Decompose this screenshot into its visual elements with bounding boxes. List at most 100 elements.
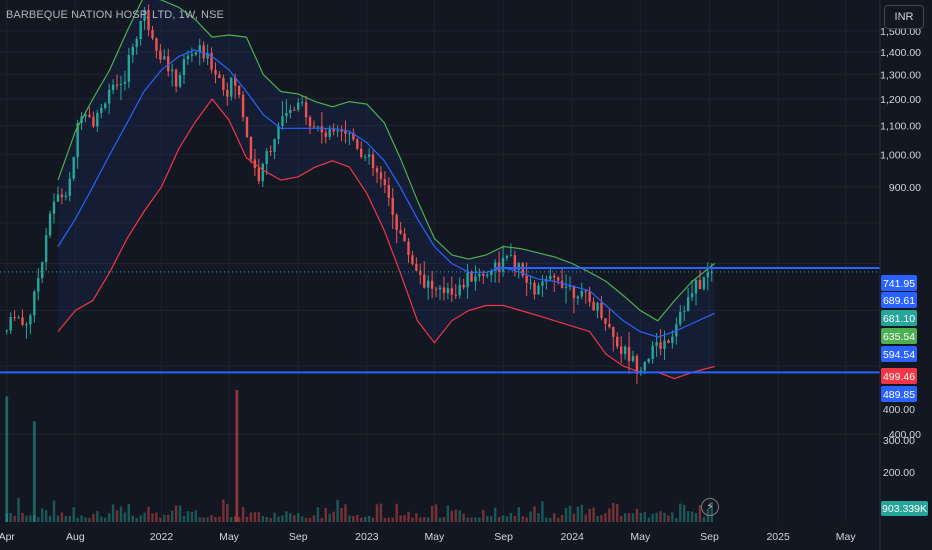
volume-bar-112	[446, 505, 450, 522]
candle-body-13	[56, 194, 60, 202]
candle-body-157	[623, 346, 627, 354]
candle-body-27	[111, 84, 115, 90]
price-tick-5: 900.00	[889, 182, 921, 194]
candle-body-128	[509, 255, 513, 257]
volume-bar-75	[300, 516, 304, 522]
candle-body-171	[679, 311, 682, 325]
candle-body-53	[214, 69, 217, 75]
candle-body-99	[395, 214, 398, 230]
candle-body-81	[324, 132, 327, 137]
candle-body-97	[387, 185, 390, 198]
volume-bar-131	[521, 516, 524, 522]
currency-button[interactable]: INR	[884, 5, 924, 29]
volume-bar-141	[560, 514, 564, 522]
volume-bar-104	[415, 513, 418, 522]
volume-bar-174	[690, 511, 694, 522]
lightning-icon[interactable]: ⚡︎	[701, 498, 719, 516]
candle-body-150	[596, 302, 599, 311]
volume-bar-173	[686, 511, 690, 522]
volume-bar-127	[505, 516, 509, 522]
volume-bar-128	[509, 513, 513, 522]
candle-body-142	[564, 286, 568, 288]
candle-body-12	[52, 201, 56, 214]
candle-body-6	[29, 315, 32, 325]
volume-bar-85	[340, 507, 343, 522]
price-label-box-4	[881, 346, 917, 362]
candle-body-123	[490, 270, 493, 275]
candle-body-40	[163, 56, 166, 60]
time-tick-11: 2025	[766, 531, 790, 543]
candle-body-173	[686, 297, 690, 312]
candle-body-149	[592, 301, 595, 311]
candle-body-120	[478, 273, 481, 277]
candle-body-46	[186, 55, 190, 60]
price-label-box-3	[881, 328, 917, 344]
volume-bar-23	[96, 511, 99, 522]
volume-bar-13	[56, 515, 60, 522]
price-tick-8: 1,200.00	[880, 94, 921, 106]
volume-bar-118	[470, 517, 473, 522]
candle-body-30	[123, 81, 127, 84]
volume-bar-84	[336, 500, 339, 522]
volume-bar-74	[297, 512, 300, 522]
candle-body-28	[115, 84, 119, 86]
volume-bar-28	[115, 510, 119, 522]
volume-bar-22	[92, 513, 95, 522]
volume-bar-1	[9, 513, 12, 522]
volume-bar-176	[698, 505, 702, 522]
price-axis[interactable]: 400.00 900.00 1,000.00 1,100.00 1,200.00 1,30…	[879, 0, 928, 550]
candle-body-166	[659, 342, 662, 349]
volume-bar-53	[214, 516, 217, 522]
volume-bar-51	[206, 517, 209, 522]
candle-body-59	[237, 85, 241, 95]
candle-body-133	[529, 282, 532, 284]
volume-bar-78	[312, 515, 316, 522]
candle-body-140	[556, 277, 560, 281]
candle-body-49	[198, 45, 201, 53]
volume-bar-94	[375, 504, 379, 522]
candle-body-158	[627, 346, 631, 362]
volume-bar-161	[639, 512, 643, 522]
candle-body-105	[419, 270, 422, 275]
volume-bar-86	[344, 504, 347, 522]
candle-body-70	[281, 116, 284, 126]
volume-bar-4	[21, 512, 24, 522]
volume-bar-27	[111, 504, 115, 522]
volume-spike-1	[32, 421, 36, 522]
candle-body-2	[13, 317, 16, 319]
volume-bar-69	[277, 516, 280, 522]
candle-body-61	[245, 117, 249, 137]
candle-body-23	[96, 113, 99, 127]
price-label-2: 681.10	[883, 313, 915, 325]
candle-body-101	[403, 233, 406, 242]
volume-bar-146	[580, 504, 583, 522]
volume-bar-52	[210, 515, 213, 522]
volume-bar-88	[352, 516, 355, 522]
time-tick-2: 2022	[150, 531, 174, 543]
volume-bar-57	[230, 517, 233, 522]
candle-body-92	[367, 154, 371, 157]
candle-body-148	[588, 291, 591, 302]
volume-bar-68	[273, 512, 276, 522]
candle-body-82	[328, 129, 331, 137]
time-tick-4: Sep	[289, 531, 308, 543]
volume-bar-124	[493, 507, 497, 522]
volume-bar-62	[249, 512, 253, 522]
volume-bar-136	[541, 501, 544, 522]
candle-body-10	[44, 235, 48, 263]
volume-bar-17	[72, 507, 75, 522]
candle-body-60	[241, 94, 245, 118]
volume-bar-121	[482, 509, 485, 522]
horizontal-lines[interactable]	[0, 267, 880, 374]
price-label-6: 489.85	[883, 389, 915, 401]
price-tick-6: 1,000.00	[880, 150, 921, 162]
candle-body-100	[399, 229, 402, 234]
volume-bar-132	[525, 517, 528, 522]
candle-body-89	[356, 139, 359, 149]
volume-bar-35	[143, 512, 146, 522]
candle-body-73	[293, 109, 296, 111]
candle-body-136	[541, 281, 544, 286]
volume-bar-164	[651, 513, 654, 522]
time-axis[interactable]: Apr Aug 2022 May Sep 2023 May Sep 2024 May Sep 2025…	[0, 531, 856, 543]
